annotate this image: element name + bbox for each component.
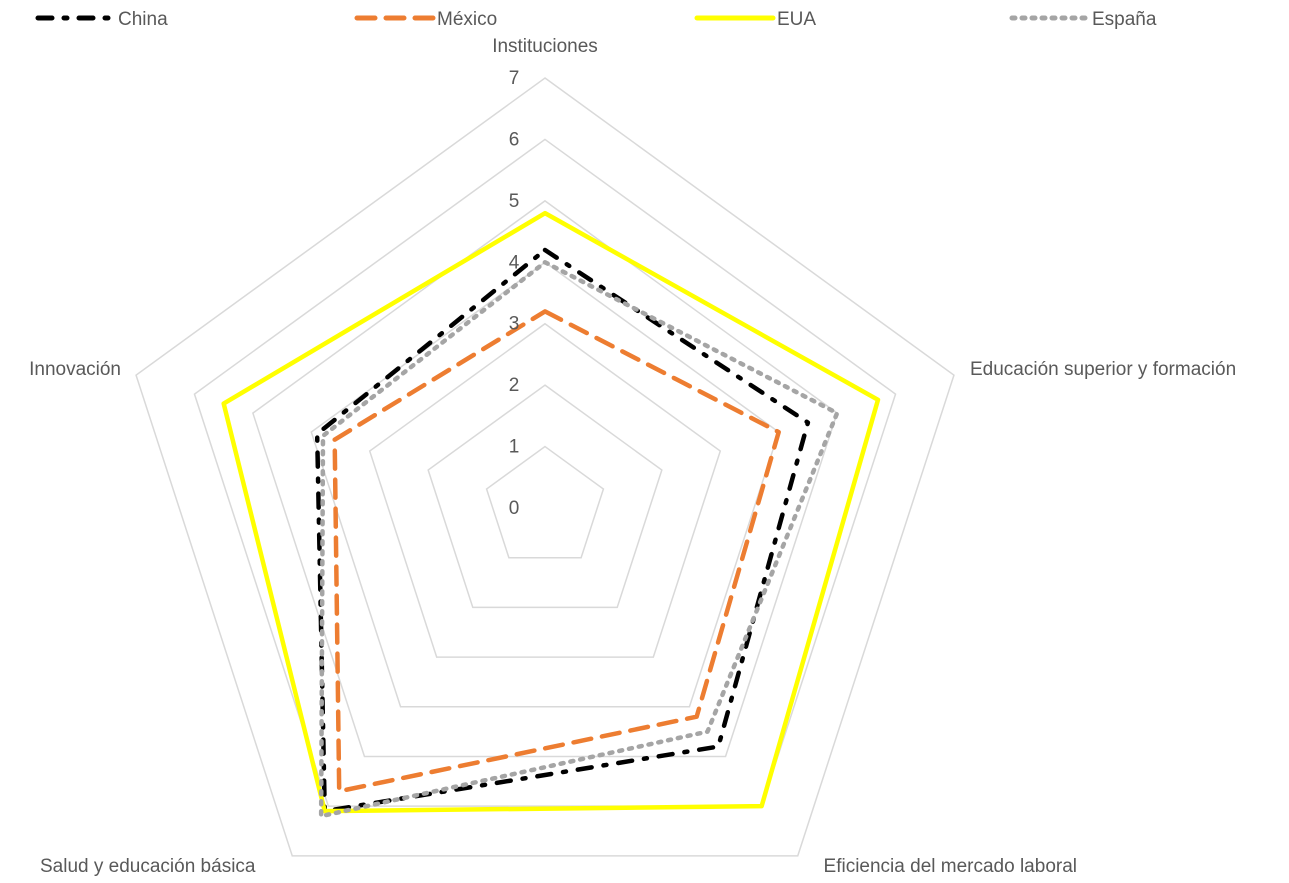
axis-label: Innovación	[29, 359, 121, 380]
tick-label: 1	[509, 437, 520, 458]
legend: China México EUA España	[35, 9, 1157, 30]
grid-ring	[427, 384, 663, 609]
grid-ring	[252, 199, 838, 758]
tick-label: 3	[509, 314, 520, 335]
series-layer	[221, 210, 881, 819]
axis-labels: Instituciones Educación superior y formac…	[29, 36, 1236, 877]
tick-label: 4	[509, 252, 520, 273]
tick-label: 5	[509, 191, 520, 212]
axis-label: Educación superior y formación	[970, 359, 1236, 380]
tick-labels: 0 1 2 3 4 5 6 7	[509, 68, 520, 519]
axis-label: Instituciones	[492, 36, 598, 57]
radar-grid	[135, 77, 955, 857]
axis-label: Salud y educación básica	[40, 856, 256, 877]
axis-label: Eficiencia del mercado laboral	[824, 856, 1077, 877]
grid-ring	[310, 261, 780, 708]
series-m-xico	[332, 309, 781, 794]
legend-label: España	[1092, 9, 1157, 30]
tick-label: 7	[509, 68, 520, 89]
legend-label: China	[118, 9, 168, 30]
grid-ring	[368, 322, 722, 658]
tick-label: 2	[509, 375, 520, 396]
legend-label: EUA	[777, 9, 816, 30]
series-eua	[221, 210, 881, 814]
grid-ring	[193, 138, 897, 807]
grid-ring	[135, 77, 955, 857]
series-espa-a	[318, 260, 840, 819]
legend-label: México	[437, 9, 497, 30]
tick-label: 6	[509, 129, 520, 150]
series-china	[314, 247, 811, 814]
tick-label: 0	[509, 498, 520, 519]
grid-ring	[485, 445, 605, 559]
